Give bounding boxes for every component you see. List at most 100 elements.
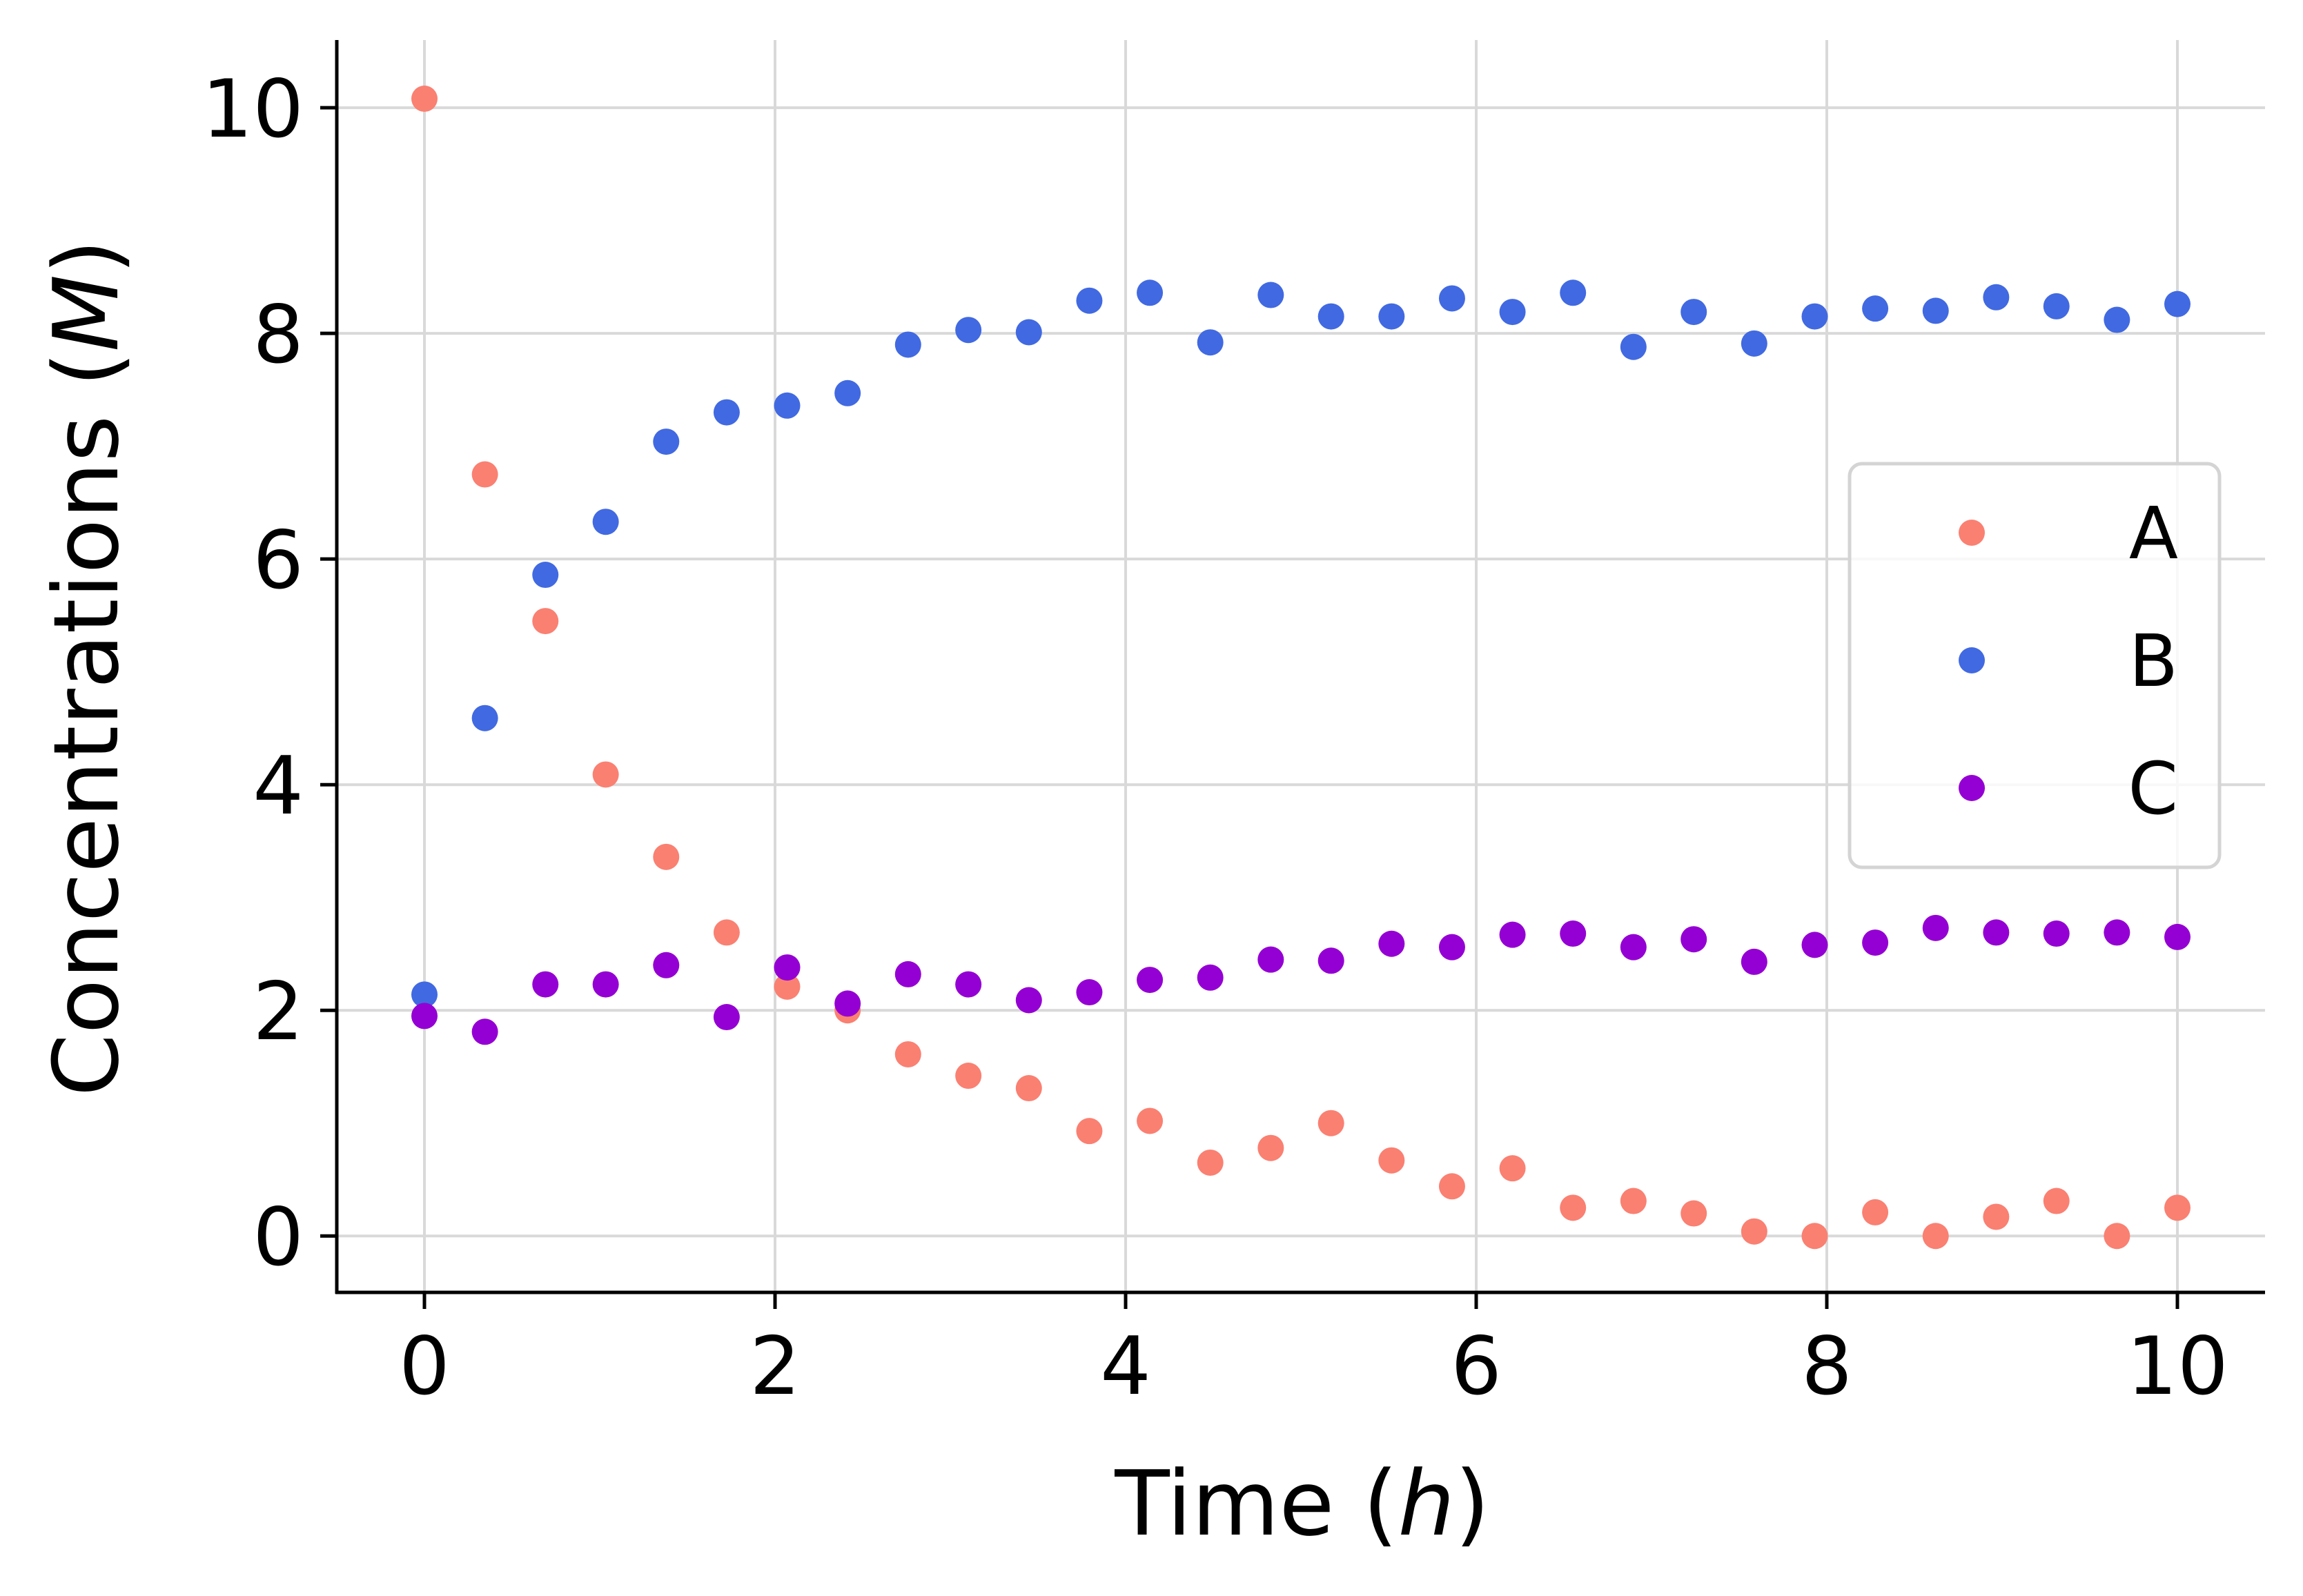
- point-B-4: [653, 428, 680, 455]
- point-B-27: [2043, 293, 2070, 319]
- point-A-28: [2104, 1223, 2130, 1250]
- point-A-25: [1922, 1223, 1949, 1250]
- point-B-6: [774, 392, 801, 419]
- point-C-27: [2043, 920, 2070, 947]
- point-A-5: [713, 919, 740, 946]
- point-C-3: [592, 971, 619, 998]
- point-A-26: [1983, 1203, 2010, 1230]
- y-tick-label-10: 10: [202, 63, 304, 156]
- y-tick-label-0: 0: [253, 1191, 304, 1284]
- x-tick-label-2: 2: [749, 1320, 801, 1413]
- point-C-18: [1499, 921, 1526, 948]
- point-B-9: [955, 317, 982, 344]
- point-A-23: [1801, 1223, 1828, 1250]
- data-points: [411, 86, 2191, 1250]
- point-B-14: [1257, 282, 1284, 308]
- series-C: [411, 914, 2191, 1045]
- axes: [320, 40, 2265, 1309]
- point-B-17: [1438, 285, 1465, 312]
- point-C-13: [1197, 964, 1224, 991]
- point-A-3: [592, 761, 619, 788]
- point-B-28: [2104, 306, 2130, 333]
- x-tick-label-10: 10: [2126, 1320, 2228, 1413]
- point-A-9: [955, 1063, 982, 1090]
- point-A-20: [1620, 1188, 1647, 1214]
- point-A-4: [653, 843, 680, 870]
- y-axis-label: Concentrations (M): [34, 239, 139, 1096]
- point-A-15: [1317, 1110, 1344, 1136]
- point-B-7: [834, 380, 861, 406]
- point-B-12: [1137, 279, 1164, 306]
- point-A-8: [894, 1041, 921, 1067]
- series-B: [411, 279, 2191, 1008]
- point-A-10: [1015, 1075, 1042, 1102]
- point-A-27: [2043, 1188, 2070, 1214]
- point-C-28: [2104, 919, 2130, 946]
- legend-label-C: C: [2128, 747, 2178, 831]
- point-C-12: [1137, 967, 1164, 994]
- point-A-22: [1741, 1218, 1767, 1245]
- point-B-8: [894, 331, 921, 358]
- point-C-23: [1801, 932, 1828, 958]
- point-B-0: [411, 981, 438, 1008]
- point-C-15: [1317, 947, 1344, 974]
- point-A-6: [774, 973, 801, 1000]
- point-B-29: [2164, 290, 2191, 317]
- point-A-2: [532, 608, 559, 635]
- point-A-13: [1197, 1149, 1224, 1176]
- point-A-12: [1137, 1107, 1164, 1134]
- point-A-21: [1680, 1200, 1707, 1227]
- point-A-14: [1257, 1134, 1284, 1161]
- point-A-18: [1499, 1155, 1526, 1182]
- legend-marker-A: [1959, 520, 1985, 546]
- point-B-21: [1680, 299, 1707, 326]
- point-B-15: [1317, 303, 1344, 330]
- point-C-21: [1680, 926, 1707, 953]
- point-A-16: [1378, 1147, 1405, 1174]
- point-A-17: [1438, 1173, 1465, 1200]
- point-B-24: [1862, 295, 1889, 322]
- point-C-0: [411, 1003, 438, 1029]
- point-C-7: [834, 990, 861, 1017]
- point-C-22: [1741, 948, 1767, 975]
- point-A-1: [471, 461, 498, 488]
- point-B-13: [1197, 329, 1224, 356]
- point-C-6: [774, 954, 801, 981]
- point-C-20: [1620, 934, 1647, 960]
- point-C-14: [1257, 946, 1284, 973]
- legend-marker-B: [1959, 647, 1985, 673]
- point-C-25: [1922, 914, 1949, 941]
- point-B-16: [1378, 303, 1405, 330]
- point-B-18: [1499, 299, 1526, 326]
- point-B-2: [532, 562, 559, 589]
- point-C-11: [1076, 979, 1103, 1006]
- point-C-9: [955, 971, 982, 998]
- point-C-17: [1438, 934, 1465, 960]
- point-B-11: [1076, 287, 1103, 314]
- point-A-0: [411, 86, 438, 112]
- legend-box: [1848, 462, 2222, 869]
- x-tick-label-6: 6: [1451, 1320, 1502, 1413]
- point-A-24: [1862, 1199, 1889, 1225]
- y-tick-label-8: 8: [253, 288, 304, 382]
- tick-labels: 0 2 4 6 8 10 0 2 4 6 8 10: [202, 63, 2228, 1413]
- point-B-26: [1983, 284, 2010, 311]
- point-C-19: [1560, 920, 1587, 947]
- x-axis-label: Time (h): [1114, 1451, 1489, 1556]
- y-tick-label-2: 2: [253, 965, 304, 1058]
- point-C-24: [1862, 929, 1889, 956]
- y-tick-label-4: 4: [253, 740, 304, 833]
- point-B-23: [1801, 303, 1828, 330]
- point-C-8: [894, 960, 921, 987]
- x-tick-label-0: 0: [399, 1320, 450, 1413]
- point-B-22: [1741, 330, 1767, 357]
- series-A: [411, 86, 2191, 1250]
- point-C-26: [1983, 919, 2010, 946]
- legend: ABC: [1848, 462, 2222, 869]
- x-tick-label-8: 8: [1801, 1320, 1852, 1413]
- point-B-10: [1015, 319, 1042, 346]
- point-C-1: [471, 1018, 498, 1045]
- legend-label-B: B: [2129, 619, 2178, 703]
- point-C-29: [2164, 923, 2191, 950]
